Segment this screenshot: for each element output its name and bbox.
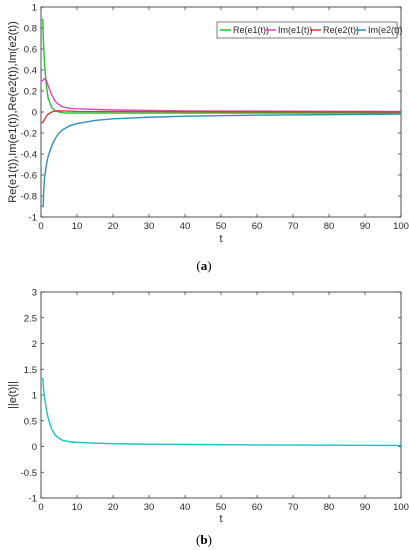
- y-tick-label: 0.6: [24, 45, 37, 56]
- x-tick-label: 50: [216, 502, 227, 513]
- series-line-im-e1-t: [41, 77, 401, 113]
- x-tick-label: 90: [360, 221, 371, 232]
- chart-a: 0 10 20 30 40 50 60 70 80 90 100-1-0.8-0.6-0.4-0.2…: [7, 3, 409, 246]
- legend-label: Re(e2(t)): [323, 25, 359, 35]
- caption-b: (b): [196, 532, 212, 547]
- x-tick-label: 60: [252, 221, 263, 232]
- x-tick-label: 60: [252, 502, 263, 513]
- y-tick-label: 1: [32, 3, 37, 14]
- y-tick-label: 2: [32, 339, 37, 350]
- y-tick-label: -0.4: [21, 150, 37, 161]
- caption-a: (a): [196, 258, 211, 273]
- x-tick-label: 80: [324, 502, 335, 513]
- y-tick-label: -0.2: [21, 129, 37, 140]
- x-tick-label: 80: [324, 221, 335, 232]
- series-line-0: [41, 377, 401, 447]
- series-line-im-e2-t: [41, 113, 401, 208]
- legend-label: Im(e1(t)): [278, 25, 313, 35]
- y-tick-label: -1: [29, 213, 37, 224]
- y-tick-label: 0.2: [24, 87, 37, 98]
- y-tick-label: -1: [29, 494, 37, 505]
- x-tick-label: 10: [72, 502, 83, 513]
- x-tick-label: 30: [144, 502, 155, 513]
- x-tick-label: 30: [144, 221, 155, 232]
- legend-label: Re(e1(t)): [233, 25, 269, 35]
- y-tick-label: -0.6: [21, 171, 37, 182]
- legend-label: Im(e2(t)): [368, 25, 403, 35]
- x-tick-label: 70: [288, 221, 299, 232]
- x-tick-label: 20: [108, 221, 119, 232]
- y-tick-label: 0: [32, 108, 37, 119]
- x-tick-label: 0: [38, 502, 43, 513]
- y-tick-label: -0.8: [21, 192, 37, 203]
- y-axis-label: ||e(t)||: [7, 381, 19, 409]
- x-tick-label: 100: [393, 502, 409, 513]
- legend: Re(e1(t)) Im(e1(t)) Re(e2(t)) Im(e2(t)): [216, 21, 403, 39]
- x-tick-label: 40: [180, 221, 191, 232]
- x-tick-label: 50: [216, 221, 227, 232]
- x-tick-label: 40: [180, 502, 191, 513]
- legend-box: [216, 21, 398, 39]
- x-axis-label: t: [219, 513, 222, 525]
- y-tick-label: 2.5: [24, 313, 37, 324]
- y-tick-label: 1: [32, 391, 37, 402]
- x-tick-label: 20: [108, 502, 119, 513]
- y-tick-label: 0.4: [24, 66, 37, 77]
- y-axis-label: Re(e1(t)),Im(e1(t)),Re(e2(t)),Im(e2(t)): [7, 21, 19, 203]
- x-tick-label: 70: [288, 502, 299, 513]
- chart-b: 0 10 20 30 40 50 60 70 80 90 100 -1 -0.5 0 0.5 1 1.5 2 2.5…: [7, 288, 409, 526]
- plot-area: [40, 291, 402, 499]
- series-line-re-e2-t: [41, 110, 401, 124]
- series-line-re-e1-t: [41, 18, 401, 114]
- x-tick-label: 90: [360, 502, 371, 513]
- y-tick-label: 0.5: [24, 416, 37, 427]
- y-tick-label: -0.5: [21, 468, 37, 479]
- y-tick-label: 0.8: [24, 24, 37, 35]
- y-tick-label: 1.5: [24, 365, 37, 376]
- x-axis-label: t: [219, 233, 222, 245]
- x-tick-label: 10: [72, 221, 83, 232]
- y-tick-label: 3: [32, 288, 37, 299]
- y-tick-label: 0: [32, 442, 37, 453]
- x-tick-label: 100: [393, 221, 409, 232]
- x-tick-label: 0: [38, 221, 43, 232]
